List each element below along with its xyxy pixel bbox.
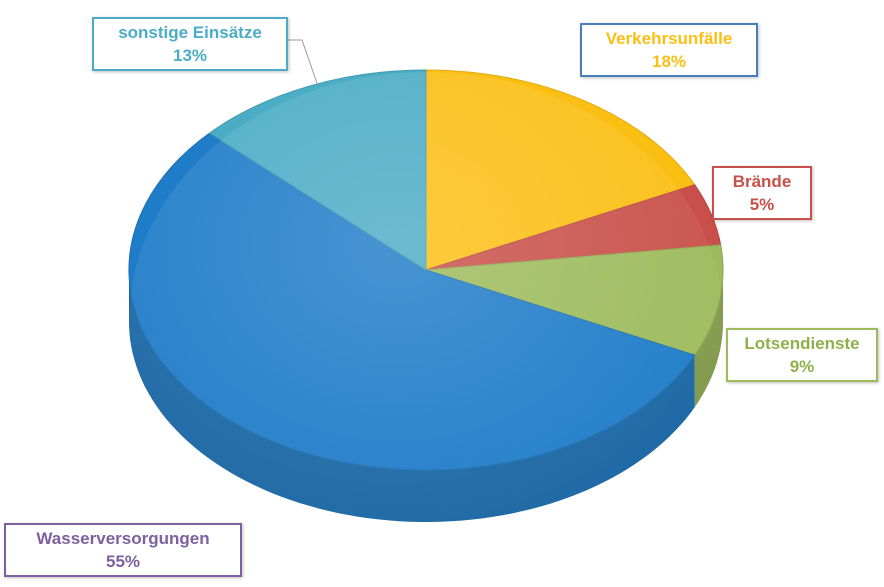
leader-line-sonstige (288, 39, 319, 87)
data-label-category: Brände (732, 172, 792, 191)
data-label-sonstige: sonstige Einsätze 13% (92, 17, 288, 71)
leader-lines (288, 39, 319, 87)
data-label-value: 5% (749, 195, 775, 214)
data-label-category: Lotsendienste (744, 334, 860, 353)
data-label-wasserversorgungen: Wasserversorgungen 55% (4, 523, 242, 577)
data-label-category: sonstige Einsätze (118, 23, 262, 42)
data-label-category: Wasserversorgungen (36, 529, 210, 548)
data-label-value: 13% (172, 46, 208, 65)
data-label-category: Verkehrsunfälle (605, 29, 733, 48)
data-label-value: 55% (105, 552, 141, 571)
data-label-value: 9% (789, 357, 815, 376)
data-label-lotsendienste: Lotsendienste 9% (726, 328, 878, 382)
data-label-verkehrsunfaelle: Verkehrsunfälle 18% (580, 23, 758, 77)
pie-slices (128, 69, 724, 471)
data-label-braende: Brände 5% (712, 166, 812, 220)
data-label-value: 18% (651, 52, 687, 71)
